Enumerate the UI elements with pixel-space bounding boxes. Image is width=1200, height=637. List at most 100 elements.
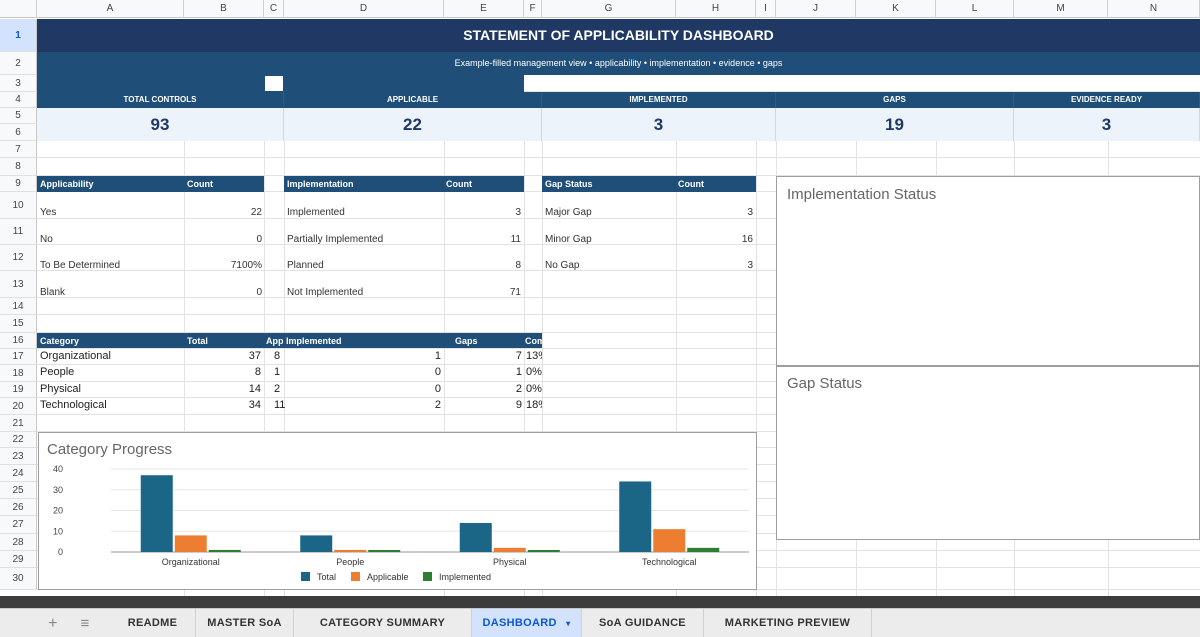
category-gaps: 2 <box>515 383 522 395</box>
row-header-30[interactable]: 30 <box>0 568 37 590</box>
tab-category-summary[interactable]: CATEGORY SUMMARY <box>294 609 472 637</box>
row3-band-left <box>37 75 264 92</box>
applicability-header: Applicability <box>40 179 94 189</box>
column-header-b[interactable]: B <box>184 0 264 18</box>
column-header-k[interactable]: K <box>856 0 936 18</box>
y-tick-label: 20 <box>53 506 63 516</box>
bar-total <box>619 481 652 552</box>
row-header-18[interactable]: 18 <box>0 365 37 382</box>
hamburger-icon: ≡ <box>80 615 90 632</box>
category-completion: 0% <box>526 366 542 378</box>
column-header-d[interactable]: D <box>284 0 444 18</box>
row-gridline <box>37 364 1200 365</box>
column-header-g[interactable]: G <box>542 0 676 18</box>
category-gaps: 7 <box>515 350 522 362</box>
horizontal-scrollbar[interactable] <box>0 596 1200 608</box>
row-header-21[interactable]: 21 <box>0 415 37 432</box>
gap-table-header: Gap Status Count <box>542 176 756 192</box>
row-header-3[interactable]: 3 <box>0 75 37 92</box>
row-header-22[interactable]: 22 <box>0 432 37 448</box>
row-header-23[interactable]: 23 <box>0 448 37 465</box>
row-header-24[interactable]: 24 <box>0 465 37 482</box>
column-header-j[interactable]: J <box>776 0 856 18</box>
category-progress-chart[interactable]: Category Progress 0 10 20 30 40 Organizationa… <box>38 432 757 590</box>
row-header-17[interactable]: 17 <box>0 349 37 365</box>
implementation-count-header: Count <box>446 179 472 189</box>
category-completion: 13% <box>526 350 542 362</box>
gap-status-chart[interactable]: Gap Status 05101520Major GapMinor GapNo … <box>776 366 1200 540</box>
row-header-4[interactable]: 4 <box>0 92 37 108</box>
row-header-10[interactable]: 10 <box>0 192 37 219</box>
column-header-l[interactable]: L <box>936 0 1014 18</box>
row-header-9[interactable]: 9 <box>0 176 37 192</box>
kpi-value-gaps: 19 <box>776 108 1014 141</box>
row-header-19[interactable]: 19 <box>0 382 37 398</box>
row-header-14[interactable]: 14 <box>0 298 37 315</box>
applicability-label-blank: Blank <box>40 287 66 298</box>
select-all-corner[interactable] <box>0 0 37 18</box>
row-header-29[interactable]: 29 <box>0 551 37 568</box>
column-header-c[interactable]: C <box>264 0 284 18</box>
row-header-16[interactable]: 16 <box>0 333 37 349</box>
category-com-header: Com <box>525 336 542 346</box>
row-header-28[interactable]: 28 <box>0 534 37 551</box>
category-app-header: App <box>266 336 284 346</box>
legend-swatch <box>351 572 360 581</box>
category-total: 8 <box>254 366 261 378</box>
bar-applicable <box>334 549 367 552</box>
row-header-11[interactable]: 11 <box>0 219 37 245</box>
row-header-6[interactable]: 6 <box>0 124 37 141</box>
implementation-status-chart[interactable]: Implementation Status 020406080Implement… <box>776 176 1200 366</box>
category-implemented: 0 <box>434 366 441 378</box>
tab-menu-chevron-icon[interactable]: ▾ <box>566 619 571 628</box>
bar-implemented <box>208 549 241 552</box>
tab-dashboard[interactable]: DASHBOARD ▾ <box>472 609 582 637</box>
category-implemented: 0 <box>434 383 441 395</box>
row-header-1[interactable]: 1 <box>0 19 37 52</box>
row-header-12[interactable]: 12 <box>0 245 37 271</box>
row-gridline <box>37 314 1200 315</box>
row-header-2[interactable]: 2 <box>0 52 37 75</box>
gap-label-minor: Minor Gap <box>545 234 592 245</box>
row-header-13[interactable]: 13 <box>0 271 37 298</box>
row-header-26[interactable]: 26 <box>0 499 37 516</box>
implementation-label-not-implemented: Not Implemented <box>287 287 364 298</box>
category-name: Organizational <box>40 350 111 362</box>
row-gridline <box>37 157 1200 158</box>
category-implemented: 1 <box>434 350 441 362</box>
selected-cell[interactable] <box>264 75 284 92</box>
kpi-value-implemented: 3 <box>542 108 776 141</box>
column-header-f[interactable]: F <box>524 0 542 18</box>
row-header-25[interactable]: 25 <box>0 482 37 499</box>
row-header-7[interactable]: 7 <box>0 141 37 158</box>
gap-chart-plot: 05101520Major GapMinor GapNo Gap <box>777 367 1200 541</box>
applicability-label-no: No <box>40 234 53 245</box>
column-header-m[interactable]: M <box>1014 0 1108 18</box>
row-header-20[interactable]: 20 <box>0 398 37 415</box>
applicability-count-header: Count <box>187 179 213 189</box>
column-header-h[interactable]: H <box>676 0 756 18</box>
bar-implemented <box>527 550 560 552</box>
category-gaps-header: Gaps <box>455 336 478 346</box>
applicability-table-header: Applicability Count <box>37 176 264 192</box>
row-header-27[interactable]: 27 <box>0 516 37 534</box>
column-header-e[interactable]: E <box>444 0 524 18</box>
tab-soa-guidance[interactable]: SoA GUIDANCE <box>582 609 704 637</box>
column-header-i[interactable]: I <box>756 0 776 18</box>
legend-swatch <box>423 572 432 581</box>
tab-master-soa[interactable]: MASTER SoA <box>196 609 294 637</box>
row-header-15[interactable]: 15 <box>0 315 37 333</box>
row-header-8[interactable]: 8 <box>0 158 37 176</box>
implementation-header: Implementation <box>287 179 354 189</box>
category-total: 34 <box>248 399 261 411</box>
tab-marketing-preview[interactable]: MARKETING PREVIEW <box>704 609 872 637</box>
row-header-5[interactable]: 5 <box>0 108 37 124</box>
add-sheet-button[interactable]: + <box>38 609 68 637</box>
tab-readme[interactable]: README <box>110 609 196 637</box>
all-sheets-button[interactable]: ≡ <box>70 609 100 637</box>
column-gridline <box>264 141 265 596</box>
column-header-n[interactable]: N <box>1108 0 1200 18</box>
applicability-count-blank: 0 <box>256 287 262 298</box>
category-name: People <box>40 366 75 378</box>
column-header-a[interactable]: A <box>37 0 184 18</box>
